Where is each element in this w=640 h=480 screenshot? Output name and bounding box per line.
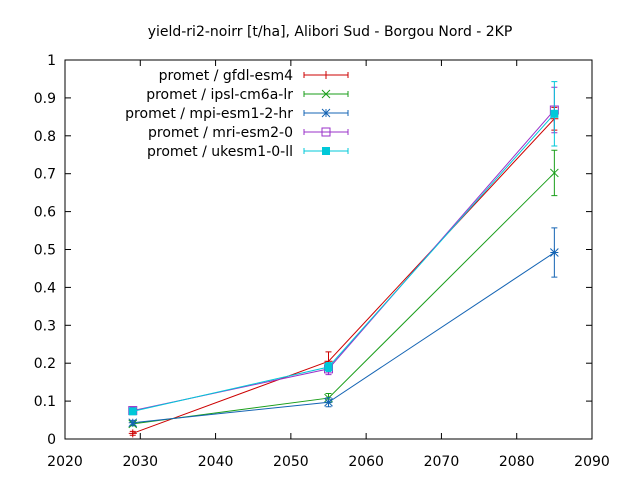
star-marker [550, 248, 559, 257]
legend-bar-caps [303, 72, 349, 78]
x-marker [321, 89, 331, 99]
y-tick-label: 0.6 [34, 205, 56, 221]
filled-square-marker [550, 109, 559, 118]
filled-square-marker [324, 362, 333, 371]
x-marker [550, 168, 559, 178]
series-promet-ukesm1-0-ll [128, 81, 559, 416]
y-tick-label: 0.4 [34, 280, 56, 296]
x-tick-label: 2060 [348, 454, 384, 470]
legend-bar-caps [303, 110, 349, 116]
y-tick-label: 1 [47, 53, 56, 69]
legend-entry: promet / ukesm1-0-ll [147, 144, 349, 160]
y-tick-label: 0.5 [34, 243, 56, 259]
axes: 0 0.1 0.2 0.3 0.4 0.5 0.6 0.7 0.8 0.9 1 2020 2030 204… [34, 53, 610, 470]
series-line [132, 118, 555, 434]
legend-entry: promet / gfdl-esm4 [159, 68, 349, 84]
filled-square-marker [322, 147, 330, 155]
series-layer [128, 81, 559, 438]
x-tick-label: 2040 [198, 454, 234, 470]
legend-entry: promet / mpi-esm1-2-hr [125, 106, 349, 122]
y-tick-label: 0.2 [34, 356, 56, 372]
legend-entry: promet / mri-esm2-0 [148, 125, 349, 141]
series-promet-ipsl-cm6a-lr [128, 149, 559, 429]
x-tick-label: 2030 [122, 454, 158, 470]
legend-label: promet / ipsl-cm6a-lr [146, 87, 293, 103]
legend: promet / gfdl-esm4 promet / ipsl-cm6a-lr p… [125, 68, 349, 160]
series-line [132, 172, 555, 425]
y-tick-label: 0.3 [34, 318, 56, 334]
star-marker [324, 397, 333, 407]
x-tick-label: 2070 [424, 454, 460, 470]
legend-label: promet / gfdl-esm4 [159, 68, 293, 84]
star-marker [321, 108, 331, 118]
series-promet-mpi-esm1-2-hr [128, 227, 559, 428]
y-tick-label: 0.1 [34, 394, 56, 410]
legend-entry: promet / ipsl-cm6a-lr [146, 87, 349, 103]
x-tick-label: 2020 [47, 454, 83, 470]
legend-label: promet / mri-esm2-0 [148, 125, 293, 141]
square-marker [321, 127, 331, 137]
plus-marker [128, 429, 137, 438]
x-tick-label: 2080 [499, 454, 535, 470]
x-tick-label: 2090 [574, 454, 610, 470]
legend-bar-caps [303, 91, 349, 97]
plus-marker [322, 71, 330, 79]
legend-bar-caps [303, 129, 349, 135]
x-tick-label: 2050 [273, 454, 309, 470]
filled-square-marker [128, 407, 137, 416]
y-tick-label: 0.9 [34, 91, 56, 107]
chart-title: yield-ri2-noirr [t/ha], Alibori Sud - Bo… [148, 24, 513, 40]
legend-label: promet / ukesm1-0-ll [147, 144, 293, 160]
legend-bar-caps [303, 148, 349, 154]
y-tick-label: 0.8 [34, 129, 56, 145]
y-tick-label: 0.7 [34, 167, 56, 183]
star-marker [128, 418, 138, 428]
legend-label: promet / mpi-esm1-2-hr [125, 106, 293, 122]
y-tick-label: 0 [47, 432, 56, 448]
